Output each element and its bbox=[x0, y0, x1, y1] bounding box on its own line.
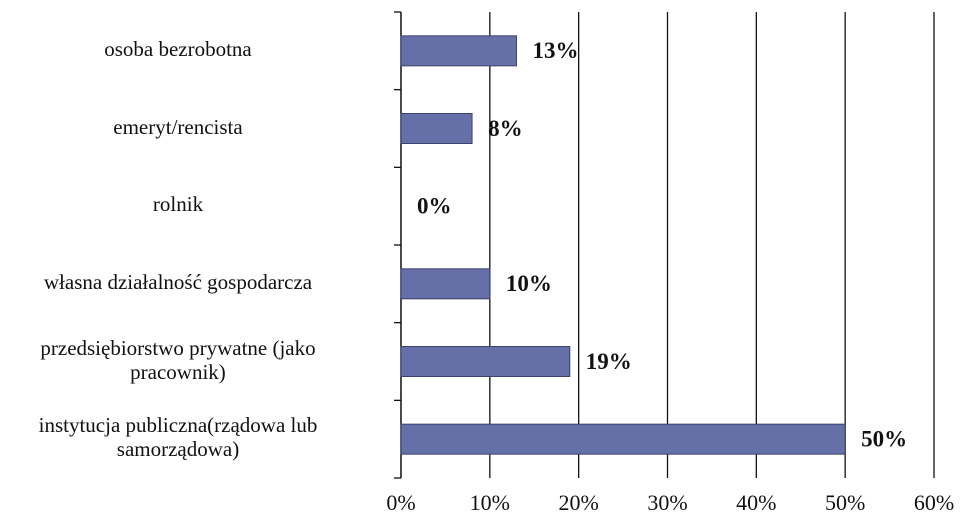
y-tick-label: osoba bezrobotna bbox=[104, 36, 252, 61]
data-label: 0% bbox=[417, 193, 452, 218]
bar bbox=[400, 268, 491, 300]
data-label: 8% bbox=[488, 116, 522, 141]
x-tick-label: 60% bbox=[914, 490, 954, 515]
x-tick-label: 20% bbox=[559, 490, 599, 515]
x-tick-label: 0% bbox=[386, 490, 415, 515]
y-tick-label: rolnik bbox=[152, 192, 204, 217]
data-label: 50% bbox=[861, 426, 907, 451]
y-tick-label: instytucja publiczna(rządowa lub samorzą… bbox=[38, 413, 318, 462]
x-tick-label: 50% bbox=[825, 490, 865, 515]
data-label: 10% bbox=[506, 271, 552, 296]
bar bbox=[400, 423, 846, 455]
x-tick-label: 40% bbox=[736, 490, 776, 515]
bar bbox=[400, 35, 517, 67]
y-tick-label: emeryt/rencista bbox=[113, 114, 243, 139]
data-label: 19% bbox=[586, 349, 632, 374]
bar bbox=[400, 346, 571, 377]
x-tick-label: 30% bbox=[647, 490, 687, 515]
data-label: 13% bbox=[532, 38, 578, 63]
bar bbox=[400, 113, 473, 144]
x-tick-label: 10% bbox=[470, 490, 510, 515]
y-tick-label: przedsiębiorstwo prywatne (jako pracowni… bbox=[40, 335, 316, 384]
y-tick-label: własna działalność gospodarcza bbox=[43, 269, 313, 294]
